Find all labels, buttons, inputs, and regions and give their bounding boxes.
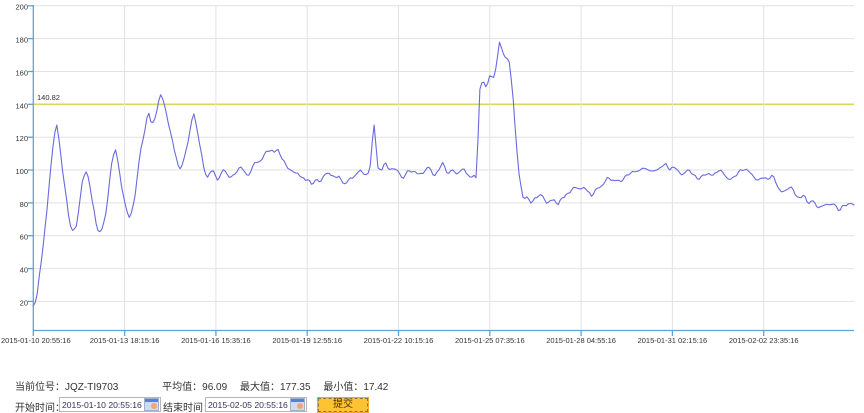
svg-text:2015-01-31 02:15:16: 2015-01-31 02:15:16 xyxy=(638,336,708,345)
svg-text:2015-01-10 20:55:16: 2015-01-10 20:55:16 xyxy=(1,336,71,345)
svg-text:40: 40 xyxy=(20,266,28,275)
svg-text:60: 60 xyxy=(20,233,28,242)
svg-text:2015-01-25 07:35:16: 2015-01-25 07:35:16 xyxy=(455,336,525,345)
svg-text:200: 200 xyxy=(15,3,28,12)
svg-text:160: 160 xyxy=(15,69,28,78)
svg-text:180: 180 xyxy=(15,36,28,45)
svg-text:140: 140 xyxy=(15,101,28,110)
svg-text:2015-02-02 23:35:16: 2015-02-02 23:35:16 xyxy=(729,336,799,345)
svg-text:2015-01-28 04:55:16: 2015-01-28 04:55:16 xyxy=(546,336,616,345)
svg-text:2015-01-13 18:15:16: 2015-01-13 18:15:16 xyxy=(90,336,160,345)
svg-text:2015-01-19 12:55:16: 2015-01-19 12:55:16 xyxy=(272,336,342,345)
svg-text:20: 20 xyxy=(20,298,28,307)
svg-text:2015-01-22 10:15:16: 2015-01-22 10:15:16 xyxy=(364,336,434,345)
svg-text:80: 80 xyxy=(20,200,28,209)
svg-text:2015-01-16 15:35:16: 2015-01-16 15:35:16 xyxy=(181,336,251,345)
svg-text:140.82: 140.82 xyxy=(37,93,60,102)
svg-text:100: 100 xyxy=(15,167,28,176)
svg-text:120: 120 xyxy=(15,134,28,143)
